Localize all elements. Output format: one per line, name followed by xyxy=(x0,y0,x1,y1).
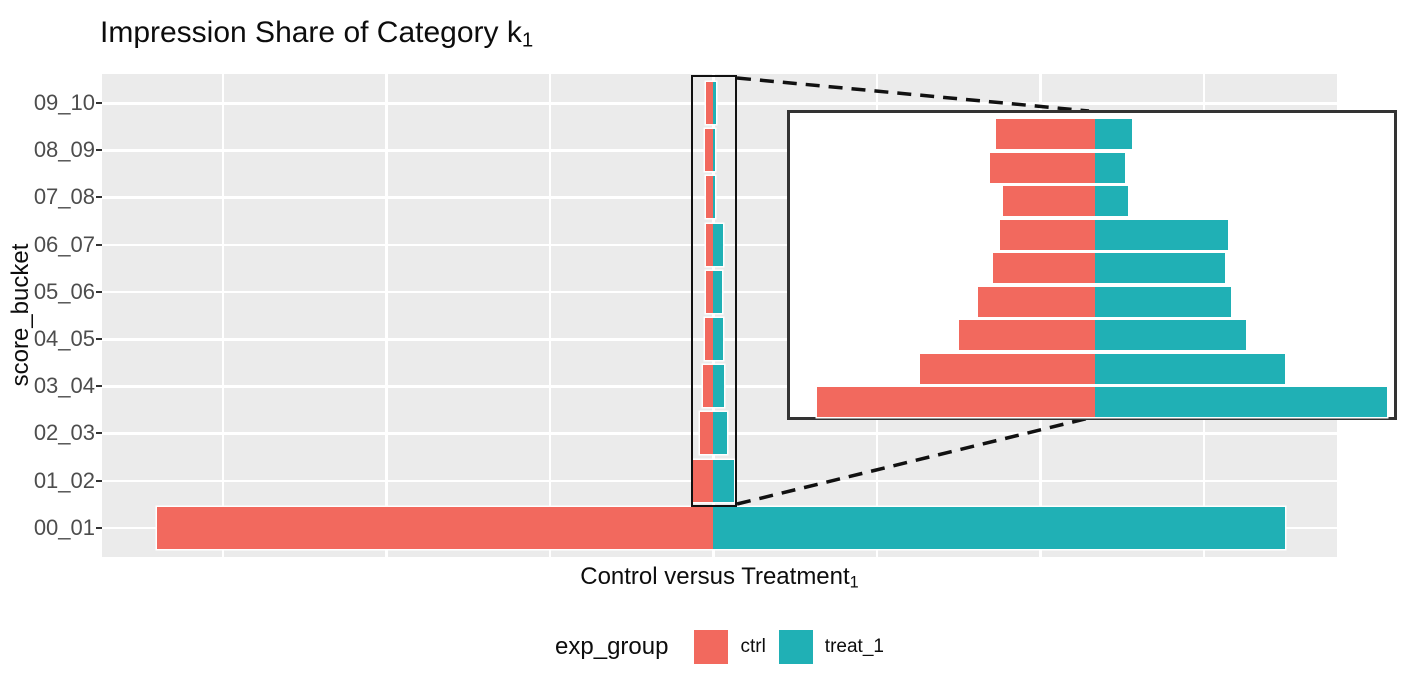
legend-label-treat_1: treat_1 xyxy=(824,636,884,657)
y-tick-label-00_01: 00_01 xyxy=(33,514,95,540)
inset-bar-treat_1-04_05 xyxy=(1094,286,1232,317)
bar-ctrl-08_09 xyxy=(705,129,713,172)
y-tick-mark xyxy=(96,290,102,293)
legend-swatch-ctrl xyxy=(694,630,729,664)
inset-bar-ctrl-01_02 xyxy=(816,387,1095,417)
inset-bar-treat_1-05_06 xyxy=(1094,253,1225,283)
y-axis-title: score_bucket xyxy=(7,243,34,387)
bar-treat_1-01_02 xyxy=(712,459,734,502)
y-tick-label-03_04: 03_04 xyxy=(33,373,95,399)
inset-bar-treat_1-02_03 xyxy=(1094,353,1285,384)
inset-bar-row-05_06 xyxy=(993,253,1225,283)
bar-row-00_01 xyxy=(157,506,1285,549)
y-tick-mark xyxy=(96,243,102,246)
y-tick-label-02_03: 02_03 xyxy=(33,420,95,446)
inset-bar-ctrl-09_10 xyxy=(995,119,1095,149)
legend-item-treat_1: treat_1 xyxy=(778,630,884,664)
bar-treat_1-07_08 xyxy=(712,176,716,219)
y-tick-label-09_10: 09_10 xyxy=(33,90,95,115)
bar-ctrl-09_10 xyxy=(705,82,713,124)
legend-title: exp_group xyxy=(555,633,669,660)
x-axis-title-subscript: 1 xyxy=(849,573,859,592)
bar-ctrl-00_01 xyxy=(157,506,713,549)
inset-bar-row-03_04 xyxy=(958,320,1246,350)
inset-bar-row-02_03 xyxy=(919,353,1285,384)
inset-bar-row-07_08 xyxy=(1003,186,1128,216)
bar-treat_1-03_04 xyxy=(712,365,724,408)
bar-row-06_07 xyxy=(706,223,723,266)
x-axis-title: Control versus Treatment1 xyxy=(102,563,1337,593)
inset-bar-treat_1-03_04 xyxy=(1094,320,1246,350)
bar-row-09_10 xyxy=(705,82,716,124)
chart-title-text: Impression Share of Category k xyxy=(100,16,522,49)
inset-bar-ctrl-06_07 xyxy=(999,219,1095,250)
inset-bar-row-01_02 xyxy=(816,387,1387,417)
inset-bar-treat_1-01_02 xyxy=(1094,387,1387,417)
y-tick-mark xyxy=(96,338,102,340)
inset-bar-ctrl-04_05 xyxy=(977,286,1095,317)
y-tick-mark xyxy=(96,196,102,199)
bar-row-08_09 xyxy=(705,129,716,172)
y-tick-label-01_02: 01_02 xyxy=(33,467,95,493)
zoom-inset xyxy=(787,110,1397,420)
inset-bar-row-06_07 xyxy=(999,219,1228,250)
y-tick-label-04_05: 04_05 xyxy=(33,326,95,351)
bar-treat_1-05_06 xyxy=(712,270,723,313)
inset-bar-treat_1-09_10 xyxy=(1094,119,1133,149)
bar-row-02_03 xyxy=(700,412,727,455)
bar-row-01_02 xyxy=(692,459,734,502)
bar-row-07_08 xyxy=(706,176,716,219)
bar-ctrl-07_08 xyxy=(706,176,713,219)
inset-bar-ctrl-03_04 xyxy=(958,320,1095,350)
y-tick-mark xyxy=(96,432,102,435)
gridline-vertical xyxy=(548,74,551,557)
inset-bar-ctrl-08_09 xyxy=(989,152,1095,183)
inset-bar-row-04_05 xyxy=(977,286,1232,317)
y-tick-label-06_07: 06_07 xyxy=(33,231,95,257)
legend-item-ctrl: ctrl xyxy=(694,630,766,664)
inset-bar-ctrl-07_08 xyxy=(1003,186,1095,216)
bar-treat_1-04_05 xyxy=(712,318,723,360)
inset-bar-treat_1-08_09 xyxy=(1094,152,1125,183)
y-tick-mark xyxy=(96,385,102,388)
inset-bar-ctrl-05_06 xyxy=(993,253,1095,283)
gridline-horizontal xyxy=(102,102,1337,105)
inset-bar-ctrl-02_03 xyxy=(919,353,1095,384)
bar-treat_1-02_03 xyxy=(712,412,727,455)
y-tick-mark xyxy=(96,526,102,529)
inset-bar-row-09_10 xyxy=(995,119,1133,149)
y-tick-mark xyxy=(96,479,102,482)
legend-label-ctrl: ctrl xyxy=(740,636,766,657)
y-tick-label-07_08: 07_08 xyxy=(33,184,95,210)
bar-ctrl-04_05 xyxy=(704,318,713,360)
x-axis-title-text: Control versus Treatment xyxy=(580,563,850,590)
y-tick-label-08_09: 08_09 xyxy=(33,137,95,163)
bar-ctrl-01_02 xyxy=(692,459,713,502)
bar-treat_1-06_07 xyxy=(712,223,723,266)
legend: exp_group ctrl treat_1 xyxy=(102,629,1337,665)
bar-treat_1-09_10 xyxy=(712,82,716,124)
bar-row-03_04 xyxy=(703,365,724,408)
chart-title-subscript: 1 xyxy=(521,29,534,52)
inset-bar-row-08_09 xyxy=(989,152,1125,183)
bar-ctrl-06_07 xyxy=(706,223,713,266)
bar-ctrl-02_03 xyxy=(700,412,713,455)
y-tick-mark xyxy=(96,149,102,152)
gridline-vertical xyxy=(221,74,224,557)
chart-title: Impression Share of Category k1 xyxy=(100,16,533,57)
bar-treat_1-08_09 xyxy=(712,129,716,172)
bar-ctrl-05_06 xyxy=(705,270,713,313)
bar-row-05_06 xyxy=(705,270,723,313)
bar-treat_1-00_01 xyxy=(712,506,1285,549)
inset-bar-treat_1-07_08 xyxy=(1094,186,1128,216)
bar-row-04_05 xyxy=(704,318,723,360)
bar-ctrl-03_04 xyxy=(703,365,713,408)
inset-bar-treat_1-06_07 xyxy=(1094,219,1228,250)
legend-swatch-treat_1 xyxy=(778,630,813,664)
y-tick-mark xyxy=(96,102,102,104)
y-tick-label-05_06: 05_06 xyxy=(33,278,95,304)
gridline-vertical xyxy=(385,74,388,557)
